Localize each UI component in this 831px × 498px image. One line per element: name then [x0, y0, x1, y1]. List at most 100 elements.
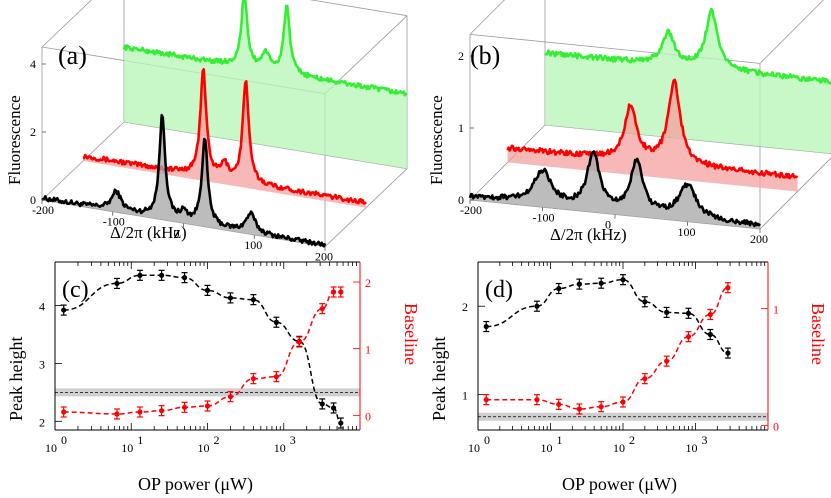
- data-point: [273, 374, 279, 380]
- y-tick-label: 2: [30, 125, 36, 139]
- x-tick-label: 10: [198, 441, 210, 455]
- y-tick-label: 4: [30, 57, 36, 71]
- data-point: [338, 420, 344, 426]
- data-point: [598, 280, 604, 286]
- x-tick-label: 100: [678, 225, 696, 239]
- panel-d-plot: 10 0 10 1 10 2 10 3 1 2 0 1 (d) OP power (μW) Peak …: [429, 261, 828, 495]
- y2-tick-label: 0: [773, 419, 779, 433]
- x-tick-label: 200: [750, 232, 768, 246]
- x-tick-exponent: 3: [290, 433, 296, 447]
- panel-b-label: (b): [470, 41, 500, 70]
- x-tick-label: 10: [541, 441, 553, 455]
- panel-a-xlabel: Δ/2π (kHz): [110, 223, 187, 242]
- data-point: [620, 277, 626, 283]
- data-point: [707, 331, 713, 338]
- y2-tick-label: 0: [365, 409, 371, 423]
- x-tick-label: 10: [274, 441, 286, 455]
- data-point: [642, 376, 648, 382]
- data-point: [685, 334, 692, 340]
- panel-a-traces: [41, 0, 408, 248]
- data-point: [483, 397, 489, 403]
- data-point: [556, 285, 562, 292]
- x-tick-label: 10: [45, 441, 57, 455]
- x-tick-exponent: 0: [484, 433, 490, 447]
- y2-tick-label: 2: [365, 276, 371, 290]
- series-back-line: [544, 7, 831, 85]
- x-tick-label: 0: [605, 218, 611, 232]
- panel-c-ylabel: Peak height: [6, 337, 26, 421]
- series-front-fill: [470, 151, 760, 229]
- data-point: [114, 280, 120, 287]
- x-tick-label: 200: [315, 250, 333, 264]
- panel-c-xlabel: OP power (μW): [138, 474, 253, 495]
- panel-c-y2label: Baseline: [401, 303, 421, 365]
- panel-d-xlabel: OP power (μW): [562, 474, 677, 495]
- series-middle-line: [506, 78, 799, 180]
- x-tick-exponent: 2: [629, 433, 635, 447]
- x-tick-exponent: 1: [137, 433, 143, 447]
- data-point: [664, 309, 670, 315]
- y-tick-label: 1: [462, 389, 468, 403]
- data-point: [556, 401, 562, 407]
- panel-a-label: (a): [58, 41, 87, 70]
- data-point: [61, 307, 67, 313]
- series-middle-fill: [83, 69, 366, 208]
- data-point: [534, 397, 540, 403]
- panel-d-ylabel: Peak height: [429, 337, 449, 421]
- series-peak-height-line: [486, 278, 729, 354]
- x-tick-label: -100: [103, 215, 125, 229]
- data-point: [273, 319, 279, 325]
- data-point: [319, 306, 325, 312]
- box-edge: [469, 0, 505, 35]
- y-tick-label: 2: [458, 49, 464, 63]
- panel-b-xlabel: Δ/2π (kHz): [550, 225, 627, 244]
- series-back-fill: [124, 0, 407, 169]
- box-edge: [759, 0, 824, 64]
- data-point: [642, 299, 648, 305]
- x-tick-exponent: 1: [557, 433, 563, 447]
- x-tick-label: 10: [686, 441, 698, 455]
- data-point: [664, 358, 670, 364]
- panel-a-ylabel: Fluorescence: [5, 95, 24, 185]
- panel-d-plot-area: 10 0 10 1 10 2 10 3 1 2 0 1: [462, 261, 779, 455]
- data-point: [204, 403, 211, 409]
- data-point: [319, 401, 325, 407]
- data-point: [330, 405, 337, 411]
- data-point: [296, 339, 302, 345]
- data-point: [330, 289, 337, 295]
- x-tick-label: 10: [121, 441, 133, 455]
- series-middle-fill: [507, 79, 798, 192]
- x-tick-label: 0: [174, 226, 180, 240]
- box-edge: [309, 0, 408, 17]
- series-front-line: [468, 150, 761, 228]
- y2-tick-label: 1: [365, 343, 371, 357]
- y-tick-label: 3: [39, 357, 45, 371]
- panel-b-waterfall: -200 -100 0 100 200 0 1 2 (b) Δ/2π (kHz) Fluore…: [427, 0, 831, 246]
- data-point: [483, 323, 489, 330]
- x-tick-label: 100: [244, 238, 262, 252]
- data-point: [181, 404, 188, 410]
- data-point: [137, 409, 143, 415]
- x-tick-label: -100: [533, 210, 555, 224]
- x-tick-exponent: 2: [214, 433, 220, 447]
- panel-c-label: (c): [62, 277, 89, 303]
- x-tick-exponent: 0: [61, 433, 67, 447]
- y-tick-label: 1: [458, 121, 464, 135]
- x-tick-label: 10: [613, 441, 625, 455]
- data-point: [620, 399, 626, 405]
- panel-d-label: (d): [485, 277, 513, 303]
- series-baseline-line: [486, 286, 729, 410]
- y2-tick-label: 1: [773, 303, 779, 317]
- series-front-line: [41, 113, 327, 248]
- data-point: [576, 281, 582, 287]
- data-point: [576, 406, 582, 412]
- y-tick-label: 4: [39, 299, 45, 313]
- data-point: [338, 289, 344, 295]
- series-peak-height-line: [63, 274, 342, 424]
- y-tick-label: 2: [462, 300, 468, 314]
- series-middle-line: [82, 68, 367, 205]
- panel-d-y2label: Baseline: [808, 303, 828, 365]
- box-edge: [759, 157, 831, 230]
